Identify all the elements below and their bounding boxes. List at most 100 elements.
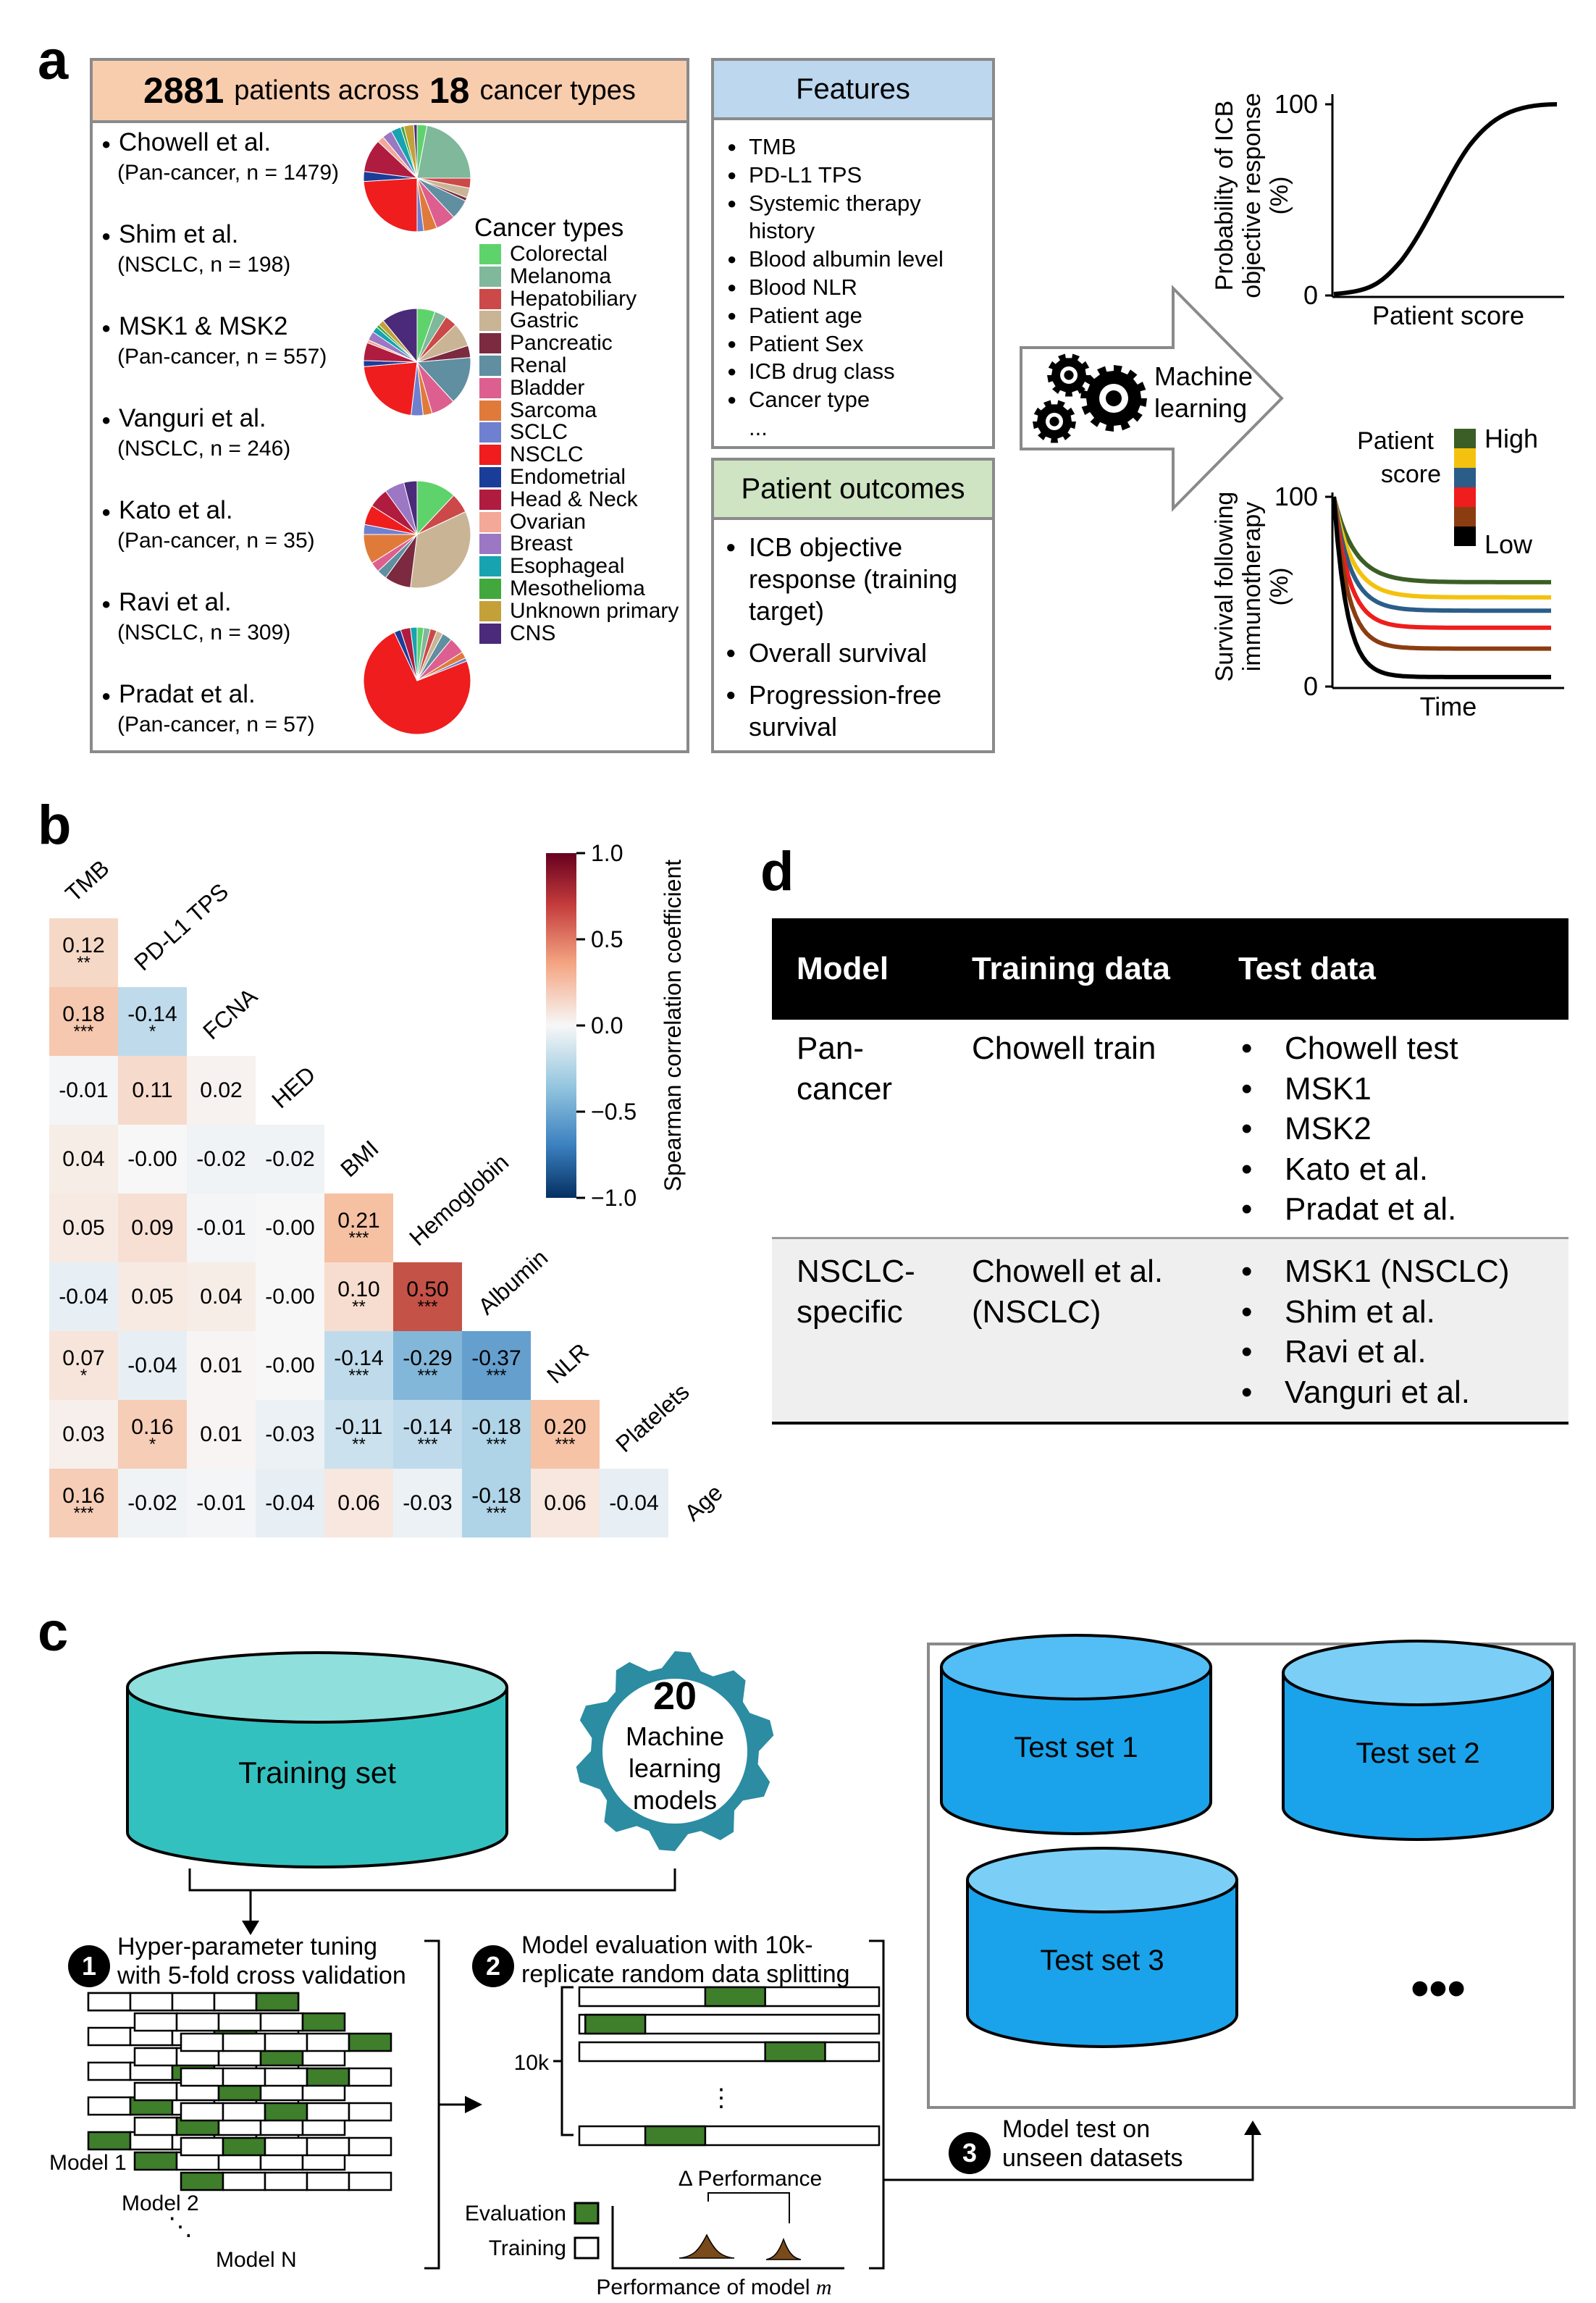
cell-value: 0.12: [62, 933, 105, 957]
legend-label: CNS: [510, 621, 556, 645]
legend-label: Esophageal: [510, 554, 625, 579]
pie-slice: [416, 357, 471, 403]
legend-label: Colorectal: [510, 242, 608, 266]
model-n-label: Model N: [216, 2248, 297, 2272]
variable-label: HED: [266, 1061, 321, 1114]
heatmap-cell: 0.01: [187, 1400, 256, 1469]
cell-significance: ***: [555, 1434, 576, 1454]
step-2-line1: Model evaluation with 10k-: [521, 1931, 813, 1959]
cell-value: 0.10: [337, 1277, 380, 1301]
types-count: 18: [429, 70, 470, 111]
ml-label-line1: Machine: [1154, 361, 1253, 391]
test-set-label: Test set 3: [1040, 1945, 1164, 1976]
cv-fold: [175, 2012, 220, 2032]
cell-significance: *: [80, 1365, 88, 1385]
score-swatch: [1454, 487, 1476, 507]
table-model: Pan-: [797, 1031, 864, 1066]
heatmap-cell: 0.21 ***: [324, 1194, 393, 1262]
more-test-sets: •••: [1411, 1960, 1466, 2018]
study-entry: ● Kato et al. (Pan-cancer, n = 35): [100, 495, 315, 556]
cv-fold: [129, 1992, 174, 2012]
feature-item: TMB: [727, 133, 797, 161]
colorbar-tick: −1.0: [591, 1185, 637, 1211]
resp-xlabel: Patient score: [1372, 301, 1524, 330]
cell-value: 0.18: [62, 1002, 105, 1026]
legend-evaluation: Evaluation: [465, 2202, 566, 2226]
cell-significance: **: [352, 1434, 366, 1454]
col-model-header: Model: [797, 951, 889, 986]
table-training: Chowell et al.: [972, 1254, 1164, 1289]
heatmap-cell: -0.14 ***: [324, 1331, 393, 1400]
step-1-line2: with 5-fold cross validation: [117, 1962, 406, 1989]
legend-title: Cancer types: [474, 214, 624, 242]
legend-item: CNS: [479, 621, 556, 645]
heatmap-cell: 0.16 *: [118, 1400, 187, 1469]
step-2-badge: 2: [472, 1945, 514, 1987]
legend-label: SCLC: [510, 420, 568, 445]
cell-value: 0.16: [131, 1414, 174, 1439]
ml-label-line2: learning: [1154, 393, 1248, 423]
pie-chart: [363, 480, 471, 589]
cell-value: 0.03: [62, 1422, 105, 1446]
heatmap-cell: -0.02: [118, 1469, 187, 1538]
cv-fold: [133, 2081, 178, 2102]
legend-label: Unknown primary: [510, 598, 679, 623]
legend-swatch: [479, 445, 501, 466]
study-entry: ● Pradat et al. (Pan-cancer, n = 57): [100, 679, 315, 740]
cv-fold: [306, 2067, 350, 2087]
cell-value: -0.00: [265, 1353, 315, 1377]
study-detail: (Pan-cancer, n = 557): [117, 345, 327, 369]
legend-item: Mesothelioma: [479, 578, 645, 600]
legend-swatch: [479, 534, 501, 555]
cell-significance: ***: [348, 1365, 369, 1385]
ten-k-label: 10k: [514, 2051, 550, 2075]
legend-swatch: [479, 377, 501, 398]
ml-arrow: [1020, 285, 1284, 512]
cell-value: -0.03: [403, 1490, 453, 1515]
study-bullet: ●: [101, 227, 112, 245]
legend-swatch: [479, 333, 501, 354]
cell-value: 0.16: [62, 1483, 105, 1508]
panel-b-letter: b: [38, 794, 72, 856]
legend-label: Melanoma: [510, 264, 612, 288]
outcome-line: survival: [749, 712, 838, 742]
survival-curve: [1332, 496, 1551, 584]
pie-slice: [382, 308, 418, 364]
study-entry: ● Vanguri et al. (NSCLC, n = 246): [100, 403, 290, 464]
legend-swatch: [479, 266, 501, 287]
split-eval-segment: [704, 1986, 766, 2008]
legend-item: Sarcoma: [479, 399, 597, 421]
cv-fold: [222, 2102, 266, 2122]
cv-fold: [133, 2151, 178, 2171]
legend-swatch: [479, 600, 501, 621]
cohort-pie-charts: [363, 124, 471, 735]
gears-icon: [1033, 353, 1147, 443]
heatmap-cell: 0.50 ***: [393, 1262, 462, 1331]
cell-value: 0.04: [62, 1146, 105, 1171]
cohorts-header: 2881 patients across 18 cancer types: [93, 61, 686, 123]
heatmap-cell: -0.04: [49, 1262, 118, 1331]
cv-fold: [87, 2131, 132, 2151]
legend-swatch: [479, 422, 501, 443]
heatmap-cell: 0.16 ***: [49, 1469, 118, 1538]
legend-swatch: [479, 489, 501, 510]
study-detail: (Pan-cancer, n = 57): [117, 713, 315, 737]
cv-fold: [222, 2067, 266, 2087]
legend-item: Hepatobiliary: [479, 288, 637, 310]
study-name: ● Pradat et al.: [100, 679, 315, 710]
table-test-item: Kato et al.: [1241, 1149, 1428, 1190]
cell-value: 0.01: [200, 1353, 243, 1377]
cell-value: -0.04: [265, 1490, 315, 1515]
cell-value: 0.04: [200, 1284, 243, 1309]
cv-fold: [222, 2171, 266, 2191]
cell-value: -0.00: [265, 1284, 315, 1309]
cell-value: -0.18: [471, 1414, 521, 1439]
heatmap-cell: 0.18 ***: [49, 987, 118, 1056]
table-test-item: MSK1: [1241, 1069, 1372, 1109]
heatmap-cell: -0.00: [256, 1331, 324, 1400]
heatmap-cell: -0.14 ***: [393, 1400, 462, 1469]
workflow-diagram: Training set 20 Machine learning models …: [49, 1634, 1576, 2299]
heatmap-cell: -0.29 ***: [393, 1331, 462, 1400]
legend-label: Gastric: [510, 309, 579, 333]
cv-fold: [133, 2116, 178, 2136]
